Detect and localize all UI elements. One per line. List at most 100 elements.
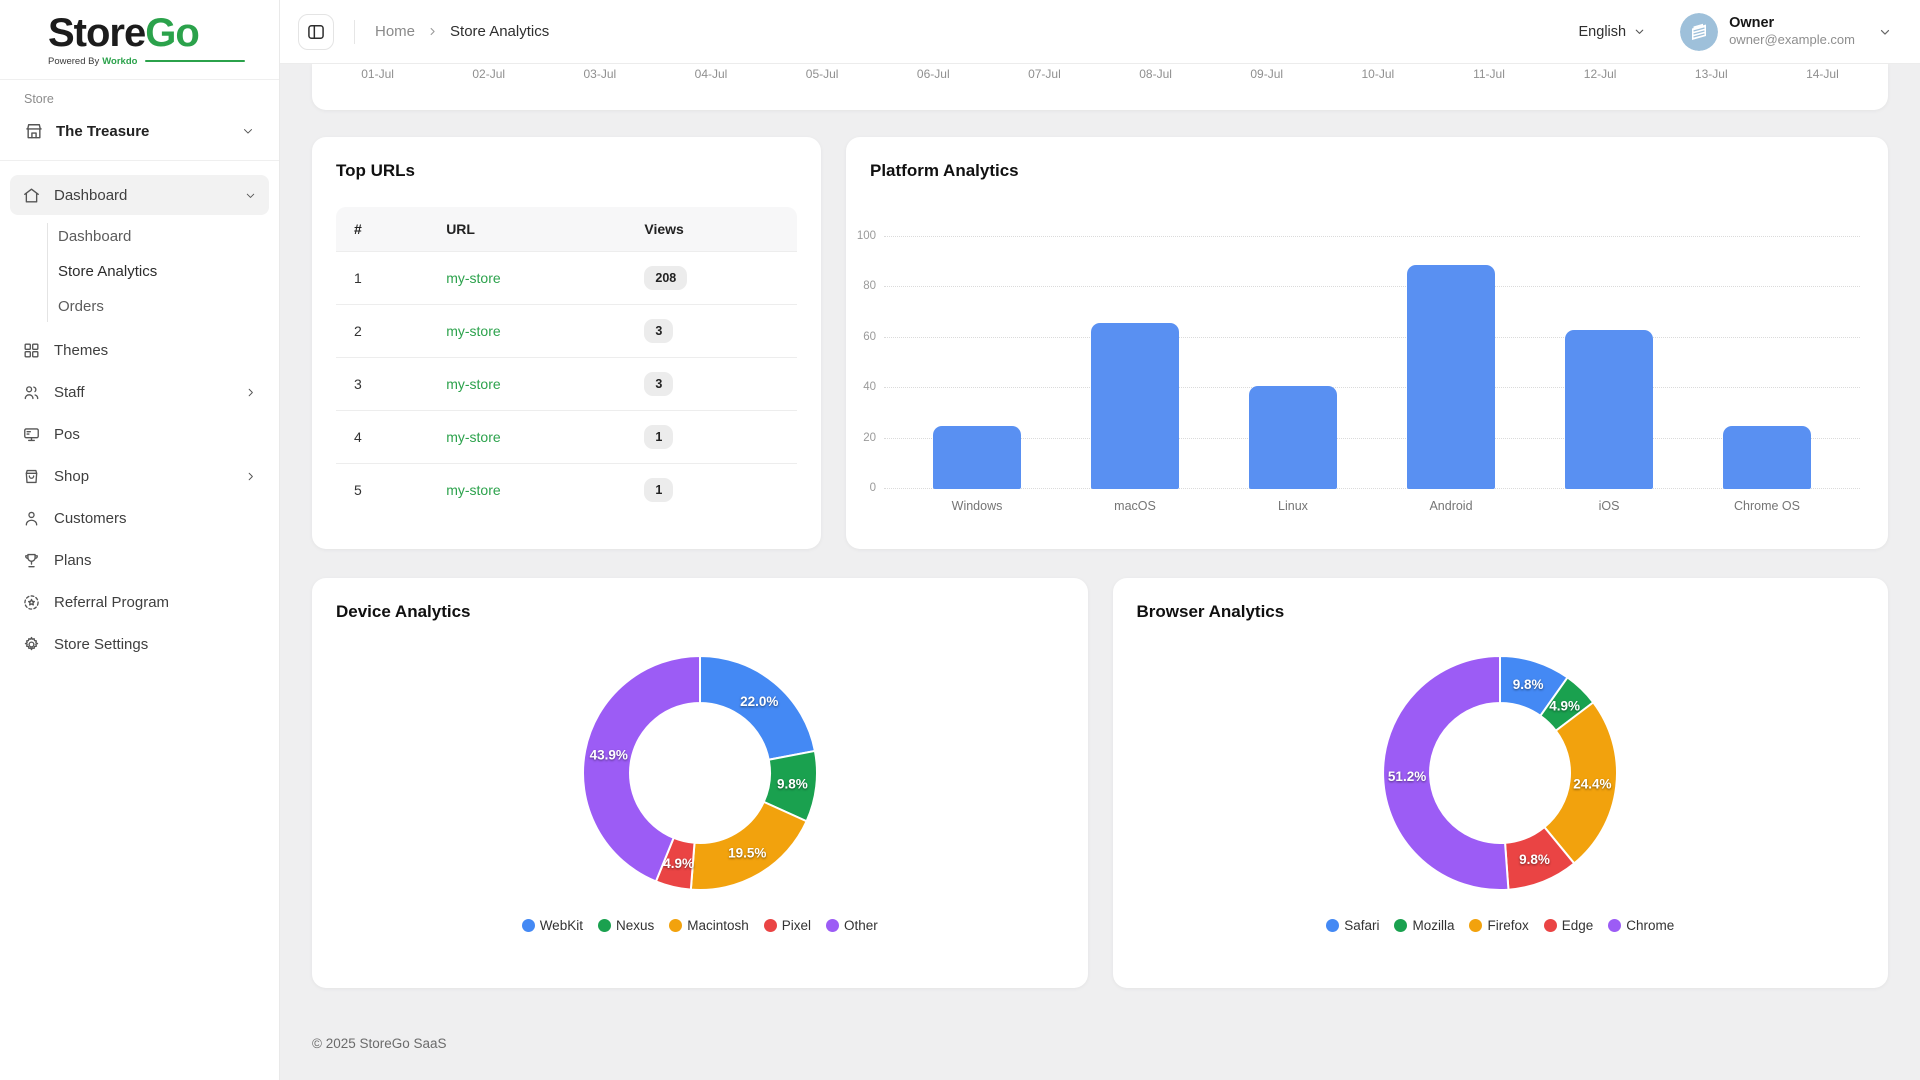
views-badge: 208 <box>644 266 688 290</box>
legend-label: WebKit <box>539 918 583 933</box>
url-cell: my-store <box>428 463 627 516</box>
language-label: English <box>1578 23 1627 40</box>
copyright-text: © 2025 StoreGo SaaS <box>312 1036 447 1051</box>
views-cell: 1 <box>626 463 797 516</box>
browser-analytics-card: Browser Analytics 9.8% 4.9% 24.4% 9.8% 51.2%… <box>1112 578 1888 988</box>
column-header-rank: # <box>336 207 429 252</box>
url-cell: my-store <box>428 251 627 305</box>
breadcrumb-current: Store Analytics <box>450 23 550 40</box>
legend-dot <box>1543 919 1557 932</box>
legend-dot <box>1469 919 1483 932</box>
sidebar: StoreGo Powered By Workdo Store The Trea… <box>0 0 280 1080</box>
sidebar-item-plans[interactable]: Plans <box>10 540 269 580</box>
x-axis-label: 12-Jul <box>1583 67 1617 81</box>
legend-item-edge[interactable]: Edge <box>1543 918 1593 933</box>
legend-item-mozilla[interactable]: Mozilla <box>1394 918 1454 933</box>
users-icon <box>22 383 41 402</box>
sidebar-item-referral-program[interactable]: Referral Program <box>10 582 269 622</box>
legend-dot <box>1394 919 1408 932</box>
legend-dot <box>521 919 535 932</box>
sidebar-item-dashboard[interactable]: Dashboard <box>10 175 269 215</box>
sidebar-item-pos[interactable]: Pos <box>10 414 269 454</box>
sidebar-item-label: Themes <box>54 341 109 359</box>
gridline: 60 <box>863 331 1860 343</box>
views-cell: 1 <box>626 410 797 464</box>
legend-item-webkit[interactable]: WebKit <box>521 918 583 933</box>
platform-bar-chart: 0 20 40 60 80 100 <box>857 230 1860 494</box>
slice-value-label: 51.2% <box>1388 769 1426 784</box>
storefront-icon <box>24 121 44 141</box>
analytics-row-1: Top URLs # URL Views 1 my-store 208 2 my-sto… <box>312 137 1888 549</box>
legend-dot <box>597 919 611 932</box>
legend-item-pixel[interactable]: Pixel <box>763 918 811 933</box>
url-link[interactable]: my-store <box>446 482 501 498</box>
chevron-right-icon <box>427 26 438 37</box>
user-name: Owner <box>1729 15 1775 31</box>
bar-linux <box>1249 385 1337 489</box>
store-selector[interactable]: The Treasure <box>0 116 279 146</box>
sidebar-toggle-button[interactable] <box>298 13 334 50</box>
sidebar-item-label: Shop <box>54 467 90 485</box>
sidebar-item-store-settings[interactable]: Store Settings <box>10 624 269 664</box>
url-link[interactable]: my-store <box>446 323 501 339</box>
workdo-text: Workdo <box>102 55 138 67</box>
bars-row <box>884 237 1860 489</box>
legend-item-macintosh[interactable]: Macintosh <box>669 918 749 933</box>
x-axis-label: 07-Jul <box>1028 67 1061 81</box>
slice-value-label: 4.9% <box>1550 699 1581 714</box>
sidebar-item-themes[interactable]: Themes <box>10 330 269 370</box>
rank-cell: 3 <box>336 357 429 411</box>
legend-label: Mozilla <box>1412 918 1455 933</box>
sidebar-subitem-dashboard[interactable]: Dashboard <box>58 228 132 245</box>
device-donut-chart: 22.0% 9.8% 19.5% 4.9% 43.9% <box>581 655 818 891</box>
user-menu[interactable]: Owner owner@example.com <box>1680 12 1892 51</box>
sidebar-item-staff[interactable]: Staff <box>10 372 269 412</box>
logo-tagline: Powered By Workdo <box>48 56 279 67</box>
visitors-chart-card-partial: 01-Jul 02-Jul 03-Jul 04-Jul 05-Jul 06-Jul 07-J… <box>312 64 1888 110</box>
legend-item-safari[interactable]: Safari <box>1326 918 1379 933</box>
sidebar-item-label: Pos <box>54 425 80 443</box>
sidebar-subitem-orders[interactable]: Orders <box>58 298 104 315</box>
logo: StoreGo Powered By Workdo <box>0 0 279 80</box>
legend-item-other[interactable]: Other <box>826 918 878 933</box>
legend-item-firefox[interactable]: Firefox <box>1469 918 1529 933</box>
breadcrumb-home-link[interactable]: Home <box>375 23 416 40</box>
user-meta: Owner owner@example.com <box>1729 15 1855 48</box>
gridline: 40 <box>863 381 1860 393</box>
logo-wordmark: StoreGo <box>48 13 279 53</box>
url-link[interactable]: my-store <box>446 376 501 392</box>
slice-value-label: 22.0% <box>740 694 778 709</box>
browser-legend: Safari Mozilla Firefox Edge Chrome <box>1326 918 1674 933</box>
slice-value-label: 9.8% <box>1513 677 1544 692</box>
logo-underline <box>145 60 246 62</box>
y-axis-label: 20 <box>863 431 876 444</box>
x-axis-label: 06-Jul <box>916 67 950 81</box>
views-cell: 208 <box>626 251 797 305</box>
user-email: owner@example.com <box>1729 32 1855 48</box>
x-axis-label: Windows <box>951 499 1003 513</box>
views-badge: 3 <box>644 319 674 343</box>
x-axis-label: macOS <box>1114 499 1156 513</box>
language-selector[interactable]: English <box>1579 24 1647 40</box>
y-axis-label: 100 <box>856 230 876 242</box>
x-axis-label: Linux <box>1278 499 1308 513</box>
legend-item-nexus[interactable]: Nexus <box>597 918 654 933</box>
sidebar-subitem-store-analytics[interactable]: Store Analytics <box>58 263 158 280</box>
store-name: The Treasure <box>56 122 150 140</box>
url-link[interactable]: my-store <box>446 270 501 286</box>
breadcrumb: Home Store Analytics <box>375 23 549 40</box>
referral-icon <box>22 593 41 612</box>
sidebar-item-shop[interactable]: Shop <box>10 456 269 496</box>
legend-item-chrome[interactable]: Chrome <box>1608 918 1674 933</box>
sidebar-item-customers[interactable]: Customers <box>10 498 269 538</box>
chevron-right-icon <box>244 386 257 399</box>
table-row: 2 my-store 3 <box>336 304 797 358</box>
device-analytics-title: Device Analytics <box>336 602 471 621</box>
browser-donut-chart: 9.8% 4.9% 24.4% 9.8% 51.2% <box>1382 655 1619 891</box>
url-link[interactable]: my-store <box>446 429 501 445</box>
slice-value-label: 9.8% <box>777 776 808 791</box>
views-badge: 1 <box>644 425 674 449</box>
x-axis-label: 10-Jul <box>1361 67 1395 81</box>
powered-by-text: Powered By <box>48 55 100 67</box>
column-header-views: Views <box>626 207 797 252</box>
